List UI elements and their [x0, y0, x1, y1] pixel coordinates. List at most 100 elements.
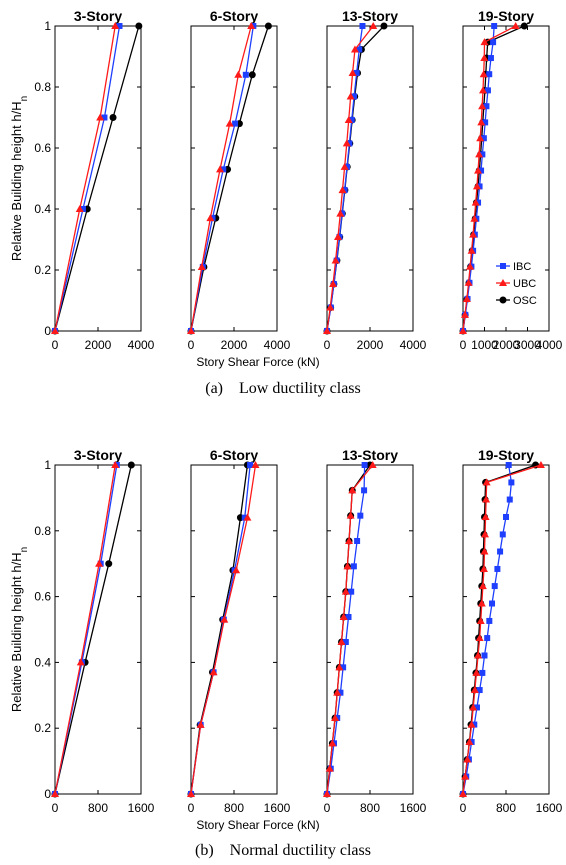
fig1-panel2-point-IBC-5: [340, 664, 347, 671]
fig1-panel3-point-IBC-14: [497, 548, 504, 555]
fig0-panel1-xtick-label-2: 4000: [264, 338, 291, 352]
fig1-panel0-axes-box: [54, 464, 142, 795]
fig1-panel0-point-UBC-0: [51, 790, 59, 797]
fig0-panel2-point-IBC-11: [353, 69, 360, 76]
fig1-panel3-point-UBC-18: [482, 478, 491, 486]
fig0-panel2-point-UBC-13: [369, 22, 378, 29]
fig0-ytick-label-4: 0.8: [34, 80, 51, 94]
fig0-panel2-xtick-label-2: 4000: [400, 338, 427, 352]
fig0-panel2-point-UBC-5: [336, 209, 345, 217]
fig0-panel2-point-IBC-13: [359, 23, 366, 29]
fig0-panel3-point-IBC-19: [491, 23, 498, 29]
fig1-panel2-point-UBC-7: [339, 612, 348, 620]
fig1-panel3-point-IBC-18: [508, 479, 515, 486]
fig1-panel3-point-UBC-15: [481, 530, 490, 538]
fig0-panel3-point-IBC-13: [482, 119, 489, 126]
fig0-xlabel: Story Shear Force (kN): [196, 355, 319, 369]
fig0-panel0-title: 3-Story: [74, 8, 122, 24]
fig1-panel0-point-UBC-2: [95, 559, 104, 567]
fig1-panel1-point-UBC-3: [220, 615, 229, 623]
fig0-panel1-point-UBC-6: [247, 22, 256, 29]
fig1-panel2-point-UBC-5: [335, 663, 344, 671]
fig0-panel0-line-IBC: [54, 25, 121, 332]
fig0-panel3-point-UBC-16: [479, 70, 488, 78]
fig1-panel1-point-IBC-5: [241, 514, 248, 521]
fig1-panel3-point-UBC-0: [459, 790, 467, 797]
fig0-panel3-point-UBC-19: [511, 22, 520, 29]
fig1-panel1-point-UBC-5: [243, 513, 252, 521]
fig0-panel1-line-OSC: [190, 25, 270, 332]
fig0-panel0-point-OSC-3: [135, 22, 143, 30]
fig1-panel3-point-IBC-4: [471, 721, 478, 728]
fig1-panel3-xtick-label-0: 0: [460, 801, 467, 815]
fig0-panel3-point-IBC-12: [480, 135, 487, 142]
fig0-ytick-label-1: 0.2: [34, 263, 51, 277]
fig1-panel3-point-UBC-13: [479, 564, 488, 572]
fig1-panel2-point-UBC-0: [323, 790, 331, 797]
fig0-panel1-point-IBC-3: [220, 166, 227, 173]
fig0-panel3-title: 19-Story: [478, 8, 534, 24]
fig0-panel2-point-OSC-13: [380, 22, 388, 30]
fig1-panel2-point-IBC-10: [354, 537, 361, 544]
fig0-ytick-label-2: 0.4: [34, 202, 51, 216]
fig1-panel2-point-UBC-10: [345, 536, 354, 544]
fig1-panel1-title: 6-Story: [210, 447, 258, 463]
fig0-panel3-point-IBC-16: [486, 71, 493, 78]
fig0-panel3-point-IBC-11: [479, 151, 486, 158]
fig0-panel2-point-UBC-9: [344, 115, 353, 123]
fig0-ytick-label-0: 0: [44, 324, 51, 338]
fig0-panel3-xtick-label-2: 2000: [493, 338, 520, 352]
fig0-panel3-point-UBC-3: [464, 278, 473, 286]
fig1-panel2-point-IBC-7: [345, 613, 352, 620]
fig0-panel2-point-UBC-6: [338, 186, 347, 194]
fig1-panel2-point-IBC-11: [357, 512, 364, 519]
fig0-panel2-axes-box: [326, 25, 414, 332]
fig1-panel3-point-UBC-2: [463, 755, 472, 763]
fig1-panel0-xtick-label-2: 1600: [128, 801, 155, 815]
fig1-ylabel: Relative Building height h/Hn: [9, 547, 30, 712]
fig0-panel0-point-UBC-3: [111, 22, 120, 29]
fig1-panel3-point-UBC-8: [474, 651, 483, 659]
fig0-panel0-point-UBC-2: [96, 113, 105, 121]
fig1-panel3-point-UBC-11: [477, 599, 486, 607]
fig0-panel3-point-OSC-19: [520, 22, 528, 30]
fig0-panel1-point-UBC-4: [225, 119, 234, 127]
fig1-panel3-point-IBC-17: [506, 496, 513, 503]
fig0-panel0-xtick-label-0: 0: [52, 338, 59, 352]
fig0-panel1-axes-box: [190, 25, 278, 332]
fig0-panel0-point-UBC-0: [51, 327, 59, 334]
fig1-panel3-point-UBC-9: [475, 634, 484, 642]
fig0-panel2-point-UBC-8: [342, 139, 351, 147]
fig1-ytick-label-4: 0.8: [34, 524, 51, 538]
fig0-panel3-point-UBC-14: [478, 102, 487, 110]
fig1-panel2-line-IBC: [326, 464, 366, 795]
fig0-panel0-line-OSC: [54, 25, 140, 332]
fig1-panel2-point-UBC-1: [325, 764, 334, 772]
fig0-panel2-point-UBC-11: [348, 68, 357, 76]
fig1-panel0-line-OSC: [54, 464, 132, 795]
fig1-panel1-point-UBC-0: [187, 790, 195, 797]
fig0-panel0-line-UBC: [54, 25, 116, 332]
fig0-panel2-xtick-label-1: 2000: [357, 338, 384, 352]
fig0-panel3-point-UBC-17: [480, 54, 489, 62]
fig1-panel0-point-UBC-1: [76, 658, 85, 666]
fig0-panel3-xtick-label-0: 0: [460, 338, 467, 352]
fig1-panel1-axes-box: [190, 464, 278, 795]
fig0-panel3-point-IBC-17: [487, 55, 494, 62]
fig0-panel3-point-UBC-1: [460, 310, 469, 318]
fig1-panel1-point-UBC-4: [232, 566, 241, 574]
fig0-panel3-point-IBC-10: [478, 167, 485, 174]
fig1-panel3-point-IBC-7: [479, 669, 486, 676]
fig1-panel3-point-IBC-5: [473, 704, 480, 711]
fig1-ytick-label-1: 0.2: [34, 721, 51, 735]
fig0-panel0-point-IBC-1: [79, 206, 86, 212]
fig1-panel3-point-UBC-5: [469, 703, 478, 711]
fig0-panel1-point-UBC-0: [187, 327, 195, 334]
fig1-panel3-title: 19-Story: [478, 447, 534, 463]
fig1-ytick-label-5: 1: [44, 458, 51, 472]
fig1-panel3-point-UBC-4: [467, 720, 476, 728]
fig1-panel3-point-IBC-10: [486, 617, 493, 624]
fig1-panel3-point-UBC-10: [476, 616, 485, 624]
fig1-panel1-line-OSC: [190, 464, 249, 795]
fig0-panel0-point-IBC-2: [101, 114, 108, 121]
